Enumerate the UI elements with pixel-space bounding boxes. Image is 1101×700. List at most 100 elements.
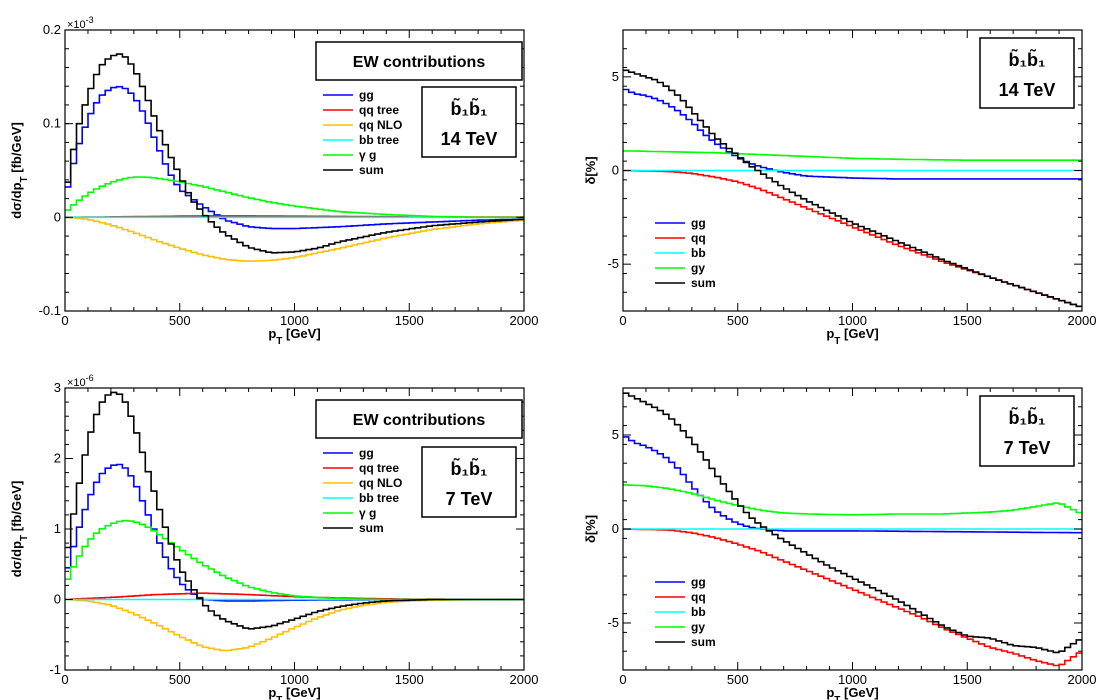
series-line-qq-NLO [65,216,524,262]
y-axis-label: dσ/dpT [fb/GeV] [9,481,30,578]
series-line-sum [65,53,524,254]
x-tick-label: 500 [727,313,749,328]
series-group [65,391,524,652]
label-part: T [834,695,840,700]
x-tick-label: 1000 [838,313,867,328]
y-tick-label: -0.1 [39,303,61,318]
y-tick-label: 5 [612,427,619,442]
label-part: [fb/GeV] [9,122,24,176]
series-line-γ-g [65,176,524,219]
process-label: b̃₁b̃₁ [451,97,488,119]
label-part: p [268,326,276,341]
label-part: T [19,535,30,541]
process-label: b̃₁b̃₁ [1009,48,1046,70]
x-tick-label: 2000 [1068,672,1097,687]
x-tick-label: 1500 [395,313,424,328]
x-tick-label: 1500 [953,313,982,328]
label-part: T [19,176,30,182]
series-line-gy [623,150,1082,161]
energy-label: 14 TeV [441,129,498,149]
y-tick-label: 5 [612,69,619,84]
label-part: dσ/dp [9,182,24,218]
legend-entry-gg: gg [359,446,374,460]
process-label: b̃₁b̃₁ [1009,406,1046,428]
series-line-sum [623,69,1082,308]
energy-label: 14 TeV [999,80,1056,100]
y-tick-label: 0 [54,209,61,224]
x-axis-label: pT [GeV] [826,685,878,700]
legend-entry-bb-tree: bb tree [359,133,399,147]
label-part: [GeV] [282,326,320,341]
x-tick-label: 2000 [1068,313,1097,328]
y-multiplier: ×10-6 [67,373,94,389]
x-tick-label: 1500 [395,672,424,687]
process-label-box [979,395,1075,467]
process-label: b̃₁b̃₁ [451,457,488,479]
multiplier-exp: -3 [86,15,94,25]
process-label-box [979,37,1075,109]
y-tick-label: 0 [54,592,61,607]
y-tick-label: 0 [612,521,619,536]
legend-entry-gy: gy [691,261,705,275]
x-tick-label: 0 [619,313,626,328]
y-tick-label: 1 [54,521,61,536]
legend-entry-sum: sum [359,163,384,177]
label-part: [GeV] [282,685,320,700]
energy-label: 7 TeV [1004,438,1051,458]
legend-entry-gy: gy [691,620,705,634]
legend-entry-sum: sum [359,521,384,535]
x-axis-label: pT [GeV] [268,685,320,700]
y-tick-label: 3 [54,380,61,395]
x-tick-label: 1000 [280,672,309,687]
legend-entry-bb: bb [691,605,706,619]
legend-entry-qq: qq [691,590,706,604]
legend-entry-gg: gg [359,88,374,102]
series-line-gg [65,85,524,230]
series-line-gy [623,484,1082,516]
label-part: T [834,336,840,347]
label-part: dσ/dp [9,541,24,577]
x-axis-label: pT [GeV] [826,326,878,347]
y-tick-label: -1 [49,662,61,677]
legend-title-box [315,399,523,439]
x-tick-label: 1000 [838,672,867,687]
x-tick-label: 500 [727,672,749,687]
y-tick-label: -5 [607,256,619,271]
x-axis-label: pT [GeV] [268,326,320,347]
legend-entry-qq: qq [691,231,706,245]
legend-entry-qq-NLO: qq NLO [359,476,402,490]
y-axis-label: δ[%] [583,156,598,184]
y-axis-label: dσ/dpT [fb/GeV] [9,122,30,219]
label-part: T [276,695,282,700]
x-tick-label: 1500 [953,672,982,687]
x-tick-label: 1000 [280,313,309,328]
legend-entry-bb-tree: bb tree [359,491,399,505]
label-part: T [276,336,282,347]
label-part: p [826,326,834,341]
multiplier-base: ×10 [67,19,86,31]
series-group [65,53,524,262]
series-group [623,392,1082,667]
legend-entry-γ-g: γ g [359,148,376,162]
label-part: p [268,685,276,700]
legend-entry-bb: bb [691,246,706,260]
x-tick-label: 500 [169,672,191,687]
y-multiplier: ×10-3 [67,15,94,31]
x-tick-label: 2000 [510,313,539,328]
series-line-gg [623,436,1082,534]
y-tick-label: 0.1 [43,116,61,131]
legend-title: EW contributions [353,412,486,429]
x-tick-label: 2000 [510,672,539,687]
x-tick-label: 0 [61,672,68,687]
energy-label: 7 TeV [446,489,493,509]
series-line-qq-NLO [65,598,524,652]
legend-title: EW contributions [353,54,486,71]
label-part: [fb/GeV] [9,481,24,535]
multiplier-base: ×10 [67,377,86,389]
process-label-box [421,446,517,518]
series-line-sum [65,391,524,630]
x-tick-label: 500 [169,313,191,328]
legend-entry-gg: gg [691,216,706,230]
